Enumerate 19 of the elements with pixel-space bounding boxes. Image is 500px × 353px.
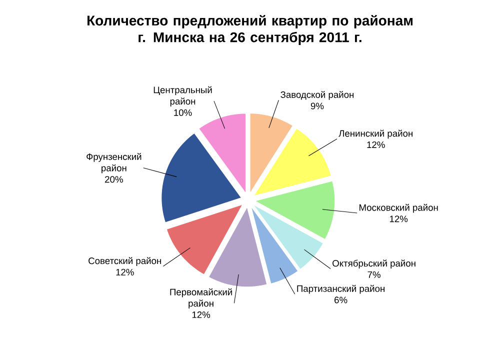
- slice-label: Партизанский район: [297, 284, 384, 294]
- data-label: 20%: [105, 176, 123, 183]
- slice-label: Заводской район: [280, 90, 354, 100]
- data-label: 9%: [310, 102, 324, 110]
- slice-label: Первомайский район: [170, 288, 232, 309]
- data-label: 6%: [334, 296, 348, 304]
- slice-label: Фрунзенский район: [86, 153, 142, 174]
- slice-label: Московский район: [360, 204, 438, 213]
- data-label: 12%: [116, 268, 134, 276]
- slice-label: Ленинский район: [338, 130, 412, 139]
- slice-label: Советский район: [88, 257, 161, 266]
- data-label: 12%: [367, 141, 385, 148]
- data-label: 7%: [368, 271, 380, 278]
- chart-title: Количество предложений квартир по районам г. Минска на 26 сентября 2011 г.: [87, 15, 412, 45]
- slice-label: Октябрьский район: [332, 260, 416, 268]
- data-label: 12%: [390, 216, 408, 222]
- slice-label: Центральный район: [154, 86, 212, 106]
- data-label: 10%: [174, 109, 192, 116]
- data-label: 12%: [192, 311, 210, 318]
